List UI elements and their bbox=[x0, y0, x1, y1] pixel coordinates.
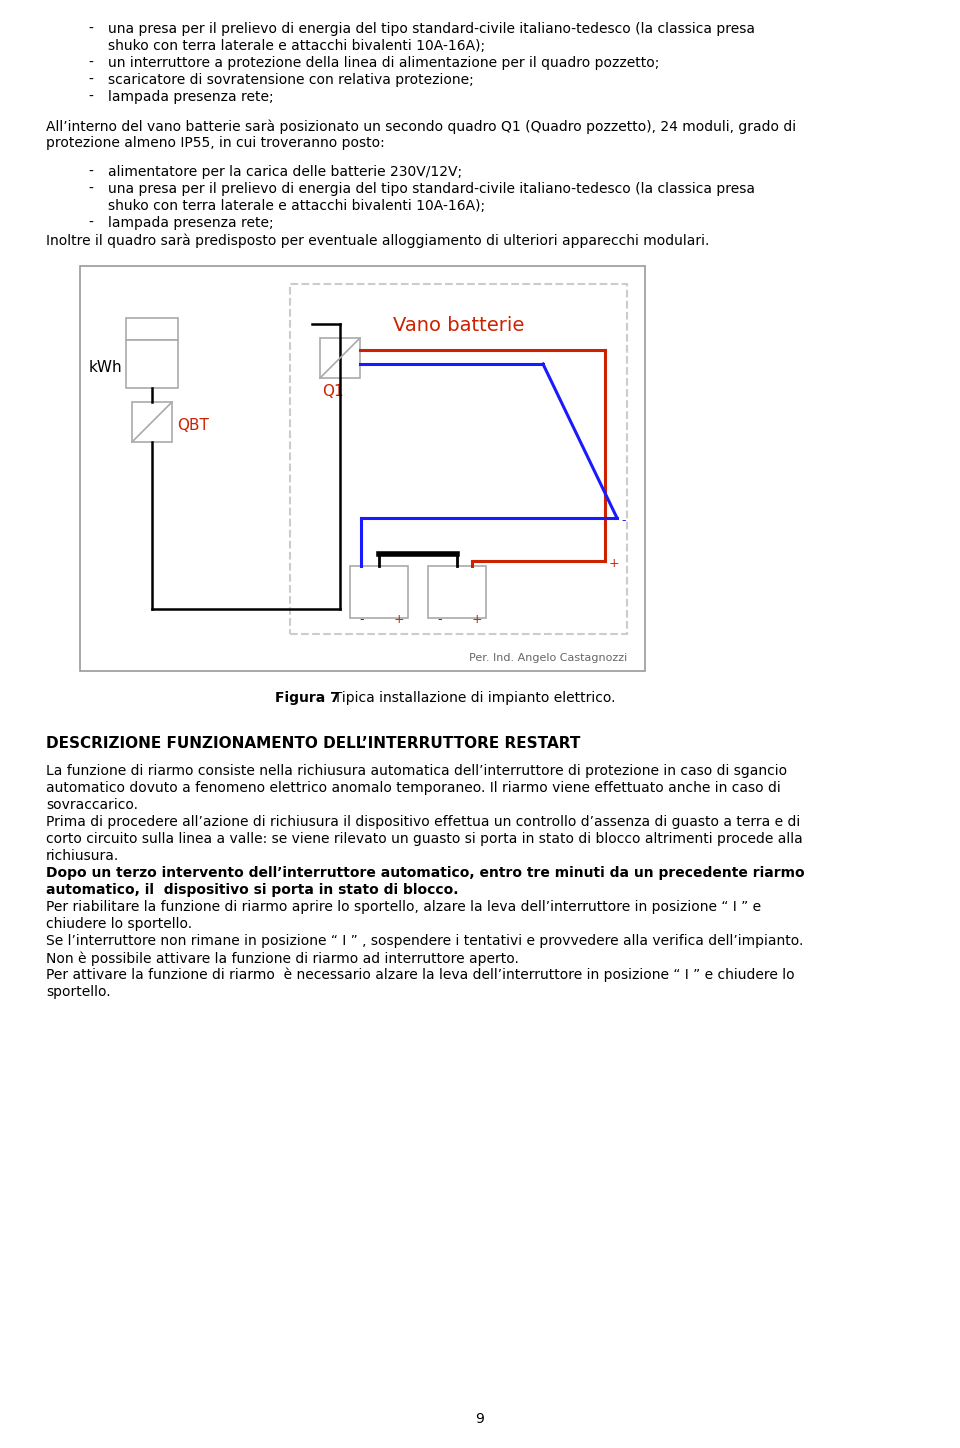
Text: +: + bbox=[472, 613, 483, 626]
Text: richiusura.: richiusura. bbox=[46, 849, 119, 863]
Text: -: - bbox=[88, 216, 93, 230]
Bar bbox=[290, 284, 627, 634]
Text: Dopo un terzo intervento dell’interruttore automatico, entro tre minuti da un pr: Dopo un terzo intervento dell’interrutto… bbox=[46, 866, 804, 880]
Bar bbox=[428, 566, 486, 618]
Text: Figura 7: Figura 7 bbox=[275, 691, 340, 705]
Text: shuko con terra laterale e attacchi bivalenti 10A-16A);: shuko con terra laterale e attacchi biva… bbox=[108, 39, 485, 54]
Text: Prima di procedere all’azione di richiusura il dispositivo effettua un controllo: Prima di procedere all’azione di richius… bbox=[46, 815, 801, 830]
Text: 9: 9 bbox=[475, 1412, 485, 1426]
Text: alimentatore per la carica delle batterie 230V/12V;: alimentatore per la carica delle batteri… bbox=[108, 165, 462, 180]
Text: +: + bbox=[609, 557, 619, 571]
Text: chiudere lo sportello.: chiudere lo sportello. bbox=[46, 917, 192, 931]
Bar bbox=[320, 337, 360, 378]
Text: una presa per il prelievo di energia del tipo standard-civile italiano-tedesco (: una presa per il prelievo di energia del… bbox=[108, 22, 755, 36]
Text: -: - bbox=[359, 613, 364, 626]
Text: Per riabilitare la funzione di riarmo aprire lo sportello, alzare la leva dell’i: Per riabilitare la funzione di riarmo ap… bbox=[46, 901, 761, 914]
Text: All’interno del vano batterie sarà posizionato un secondo quadro Q1 (Quadro pozz: All’interno del vano batterie sarà posiz… bbox=[46, 119, 796, 133]
Text: lampada presenza rete;: lampada presenza rete; bbox=[108, 90, 274, 104]
Text: DESCRIZIONE FUNZIONAMENTO DELL’INTERRUTTORE RESTART: DESCRIZIONE FUNZIONAMENTO DELL’INTERRUTT… bbox=[46, 736, 581, 752]
Text: +: + bbox=[394, 613, 404, 626]
Text: protezione almeno IP55, in cui troveranno posto:: protezione almeno IP55, in cui troverann… bbox=[46, 136, 385, 151]
Text: Non è possibile attivare la funzione di riarmo ad interruttore aperto.: Non è possibile attivare la funzione di … bbox=[46, 951, 518, 966]
Text: Se l’interruttore non rimane in posizione “ I ” , sospendere i tentativi e provv: Se l’interruttore non rimane in posizion… bbox=[46, 934, 804, 948]
Bar bbox=[350, 566, 408, 618]
Bar bbox=[126, 319, 178, 340]
Text: shuko con terra laterale e attacchi bivalenti 10A-16A);: shuko con terra laterale e attacchi biva… bbox=[108, 198, 485, 213]
Text: Per attivare la funzione di riarmo  è necessario alzare la leva dell’interruttor: Per attivare la funzione di riarmo è nec… bbox=[46, 969, 795, 983]
Text: -: - bbox=[88, 182, 93, 195]
Text: QBT: QBT bbox=[177, 418, 209, 433]
Text: -: - bbox=[88, 22, 93, 36]
Text: automatico dovuto a fenomeno elettrico anomalo temporaneo. Il riarmo viene effet: automatico dovuto a fenomeno elettrico a… bbox=[46, 780, 780, 795]
Text: scaricatore di sovratensione con relativa protezione;: scaricatore di sovratensione con relativ… bbox=[108, 72, 473, 87]
Text: -: - bbox=[88, 90, 93, 104]
Text: Per. Ind. Angelo Castagnozzi: Per. Ind. Angelo Castagnozzi bbox=[468, 653, 627, 663]
Bar bbox=[80, 266, 645, 670]
Text: La funzione di riarmo consiste nella richiusura automatica dell’interruttore di : La funzione di riarmo consiste nella ric… bbox=[46, 765, 787, 778]
Text: Q1: Q1 bbox=[322, 384, 344, 400]
Text: automatico, il  dispositivo si porta in stato di blocco.: automatico, il dispositivo si porta in s… bbox=[46, 883, 459, 896]
Text: -: - bbox=[437, 613, 442, 626]
Text: Inoltre il quadro sarà predisposto per eventuale alloggiamento di ulteriori appa: Inoltre il quadro sarà predisposto per e… bbox=[46, 233, 709, 248]
Text: sportello.: sportello. bbox=[46, 985, 110, 999]
Text: una presa per il prelievo di energia del tipo standard-civile italiano-tedesco (: una presa per il prelievo di energia del… bbox=[108, 182, 755, 195]
Text: Vano batterie: Vano batterie bbox=[393, 316, 524, 334]
Text: -: - bbox=[88, 72, 93, 87]
Text: kWh: kWh bbox=[88, 361, 122, 375]
Text: -: - bbox=[88, 165, 93, 180]
Text: sovraccarico.: sovraccarico. bbox=[46, 798, 138, 812]
Text: corto circuito sulla linea a valle: se viene rilevato un guasto si porta in stat: corto circuito sulla linea a valle: se v… bbox=[46, 833, 803, 846]
Text: Tipica installazione di impianto elettrico.: Tipica installazione di impianto elettri… bbox=[325, 691, 615, 705]
Text: lampada presenza rete;: lampada presenza rete; bbox=[108, 216, 274, 230]
Text: un interruttore a protezione della linea di alimentazione per il quadro pozzetto: un interruttore a protezione della linea… bbox=[108, 56, 660, 70]
Text: -: - bbox=[621, 514, 626, 527]
Bar bbox=[126, 340, 178, 388]
Text: -: - bbox=[88, 56, 93, 70]
Bar bbox=[132, 403, 172, 442]
